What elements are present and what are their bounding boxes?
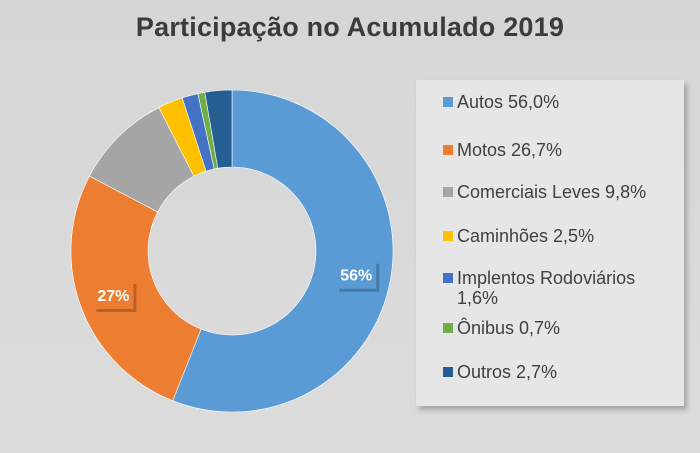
legend-label: Caminhões 2,5%	[457, 226, 595, 246]
legend-swatch	[443, 273, 453, 283]
legend-swatch	[443, 97, 453, 107]
legend-label: Outros 2,7%	[457, 362, 558, 382]
legend: Autos 56,0% Motos 26,7% Comerciais Leves 9…	[416, 80, 684, 406]
legend-swatch	[443, 187, 453, 197]
data-label-1: 27%	[93, 280, 137, 312]
legend-swatch	[443, 323, 453, 333]
legend-label: Motos 26,7%	[457, 140, 563, 160]
legend-swatch	[443, 367, 453, 377]
donut-slice-1	[70, 175, 202, 402]
chart-title: Participação no Acumulado 2019	[135, 12, 565, 42]
legend-label: Autos 56,0%	[457, 92, 560, 112]
data-label-0: 56%	[336, 260, 380, 292]
legend-label: Comerciais Leves 9,8%	[457, 182, 647, 202]
donut-slice-0	[172, 89, 394, 413]
donut-slice-6	[204, 89, 233, 169]
legend-label: Implentos Rodoviários 1,6%	[457, 268, 636, 308]
legend-label: Ônibus 0,7%	[457, 318, 561, 338]
data-label-text: 27%	[97, 288, 129, 305]
legend-swatch	[443, 231, 453, 241]
legend-swatch	[443, 145, 453, 155]
data-label-text: 56%	[340, 268, 372, 285]
